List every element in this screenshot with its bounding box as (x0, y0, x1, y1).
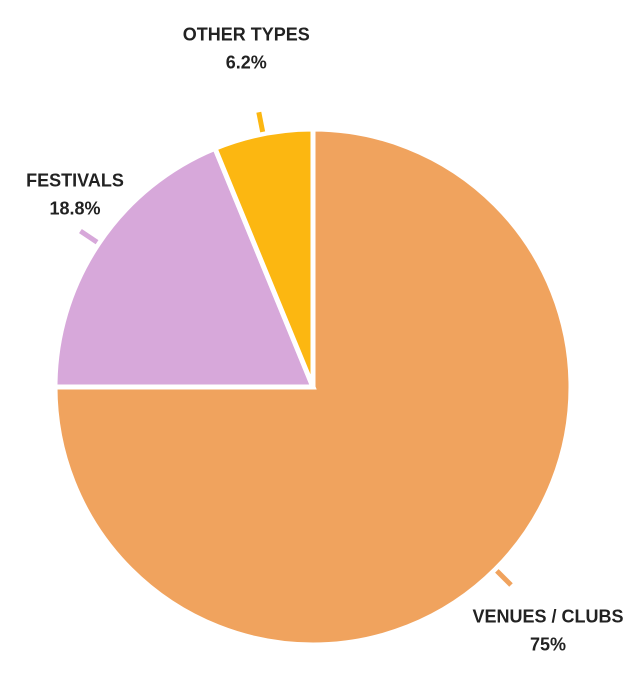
leader-line (79, 228, 99, 245)
slice-value-label: 6.2% (226, 52, 267, 72)
slice-label: FESTIVALS (26, 171, 124, 191)
slice-value-label: 18.8% (49, 199, 100, 219)
leader-line (256, 111, 266, 133)
pie-slice (211, 126, 316, 388)
leader-line (495, 569, 513, 587)
slice-label: OTHER TYPES (183, 24, 310, 44)
slice-value-label: 75% (530, 635, 566, 655)
slice-label: VENUES / CLUBS (472, 607, 623, 627)
pie-slice (52, 126, 574, 648)
pie-slice (52, 145, 317, 390)
